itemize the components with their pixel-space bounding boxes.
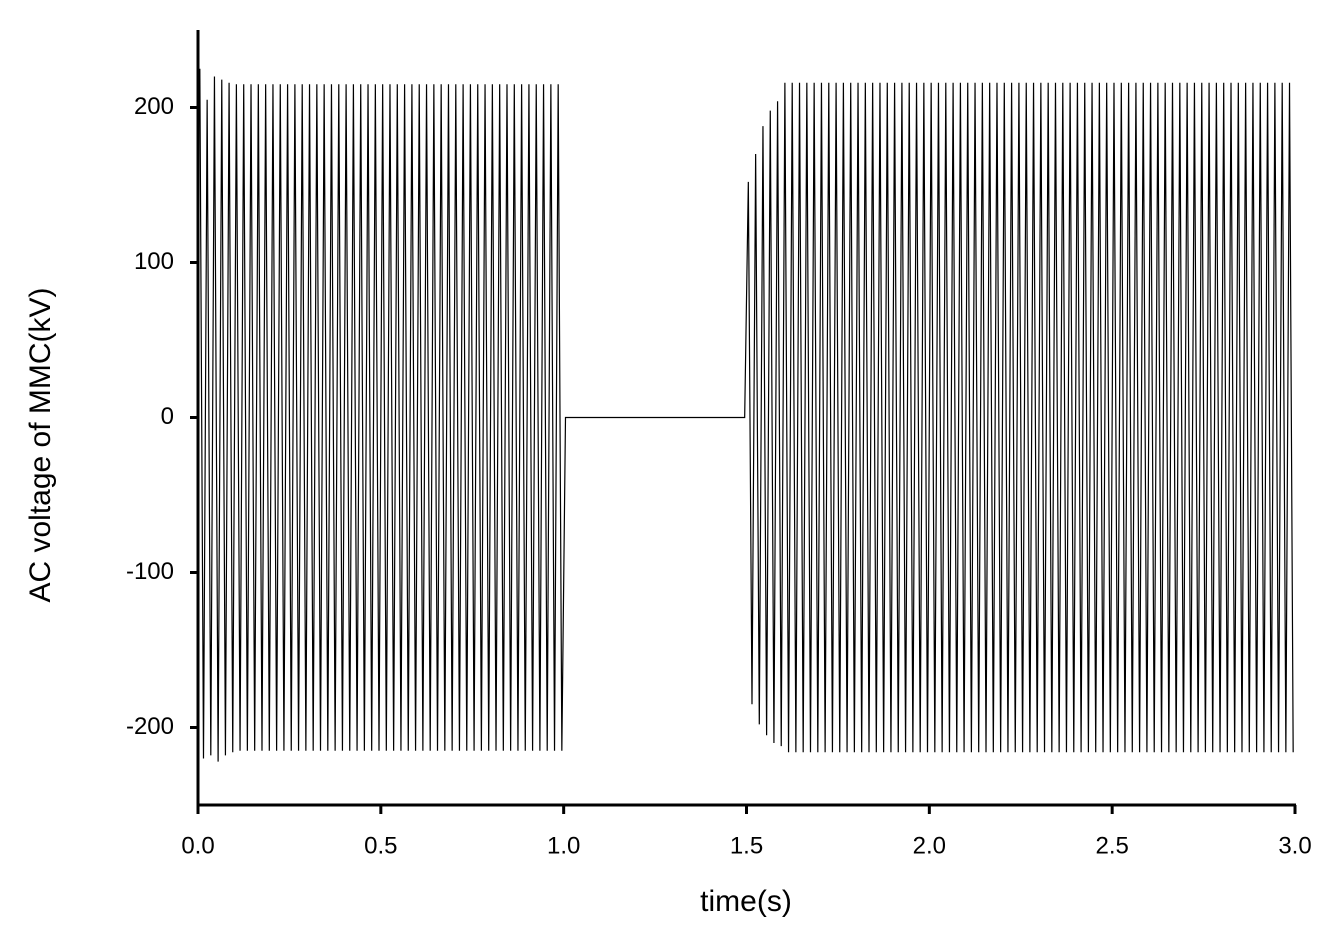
x-tick-label: 1.0 — [547, 832, 580, 859]
x-tick-label: 3.0 — [1278, 832, 1311, 859]
x-axis-label: time(s) — [700, 885, 792, 918]
y-tick-label: 200 — [134, 93, 174, 120]
y-axis-label: AC voltage of MMC(kV) — [24, 287, 57, 602]
y-tick-label: 100 — [134, 248, 174, 275]
x-tick-label: 0.0 — [181, 832, 214, 859]
y-tick-label: -100 — [126, 558, 174, 585]
y-tick-label: 0 — [161, 403, 174, 430]
x-tick-label: 0.5 — [364, 832, 397, 859]
y-tick-label: -200 — [126, 713, 174, 740]
signal-line — [199, 68, 1294, 762]
x-tick-label: 1.5 — [730, 832, 763, 859]
x-tick-label: 2.5 — [1095, 832, 1128, 859]
x-tick-label: 2.0 — [913, 832, 946, 859]
